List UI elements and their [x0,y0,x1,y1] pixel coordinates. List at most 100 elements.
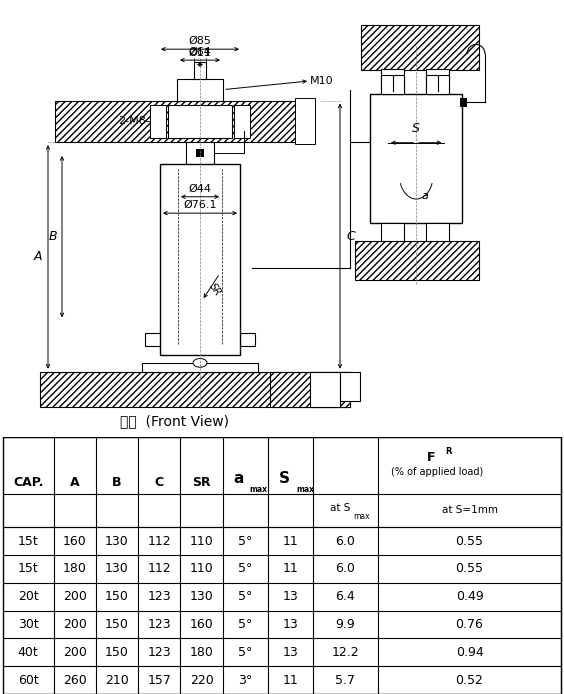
Text: 130: 130 [105,534,129,548]
Text: CAP.: CAP. [13,475,43,489]
Text: 5°: 5° [238,646,253,659]
Bar [381,75,404,94]
Text: Ø85: Ø85 [188,36,212,46]
Text: 210: 210 [105,674,129,686]
Text: M10: M10 [310,76,334,86]
Text: 200: 200 [63,646,87,659]
Text: Ø64: Ø64 [188,46,212,57]
Text: max: max [353,512,369,521]
Text: SR: SR [207,282,223,298]
Bar [381,69,404,91]
Text: 123: 123 [148,646,171,659]
Text: 260: 260 [63,674,87,686]
Text: 6.0: 6.0 [336,562,355,575]
Text: A: A [33,251,42,263]
Text: 180: 180 [63,562,87,575]
Ellipse shape [193,359,207,367]
Bar [370,94,462,223]
Text: 12.2: 12.2 [332,646,359,659]
Bar [142,363,258,372]
Text: 11: 11 [283,674,298,686]
Bar [150,105,166,137]
Text: 30t: 30t [18,618,38,631]
Text: 2-M8: 2-M8 [118,117,146,126]
Bar [145,333,255,346]
Text: C: C [155,475,164,489]
Text: 60t: 60t [18,674,38,686]
Text: 123: 123 [148,590,171,603]
Bar [194,62,206,78]
Text: 5°: 5° [238,534,253,548]
Text: 5°: 5° [238,562,253,575]
Text: 150: 150 [105,590,129,603]
Text: Ø44: Ø44 [188,183,212,194]
Text: 0.55: 0.55 [456,534,483,548]
Text: Ø76.1: Ø76.1 [183,200,217,210]
Text: 110: 110 [190,562,214,575]
Text: 15t: 15t [18,562,38,575]
Text: Ø11: Ø11 [188,48,212,58]
Text: 5°: 5° [238,590,253,603]
Bar [160,164,240,355]
Bar [355,241,479,280]
Text: 150: 150 [105,618,129,631]
Text: 157: 157 [147,674,171,686]
Text: 220: 220 [190,674,214,686]
Text: 5.7: 5.7 [336,674,355,686]
Text: 6.4: 6.4 [336,590,355,603]
Bar [460,98,467,108]
Text: 13: 13 [283,618,298,631]
Bar [426,223,449,242]
Bar [381,223,404,242]
Text: 180: 180 [190,646,214,659]
Text: max: max [249,485,267,494]
Text: F: F [427,451,436,464]
Text: 200: 200 [63,618,87,631]
Bar [55,101,300,142]
Bar [234,105,250,137]
Bar [361,25,479,70]
Text: A: A [70,475,80,489]
Text: S: S [412,121,420,135]
Text: 160: 160 [190,618,214,631]
Bar [180,320,220,333]
Text: 200: 200 [63,590,87,603]
Text: a: a [422,191,429,201]
Bar [310,372,340,407]
Text: 5°: 5° [238,618,253,631]
Bar [270,372,350,407]
Text: R: R [445,447,452,456]
Text: 130: 130 [105,562,129,575]
Text: 20t: 20t [18,590,38,603]
Bar [295,99,315,144]
Text: 0.49: 0.49 [456,590,483,603]
Text: 3°: 3° [238,674,253,686]
Text: 9.9: 9.9 [336,618,355,631]
Text: 0.94: 0.94 [456,646,483,659]
Text: 11: 11 [283,562,298,575]
Text: 160: 160 [63,534,87,548]
Bar [196,149,204,158]
Bar [426,75,449,94]
Text: 123: 123 [148,618,171,631]
Text: 6.0: 6.0 [336,534,355,548]
Text: 13: 13 [283,646,298,659]
Bar [168,105,232,137]
Bar [426,69,449,91]
Text: B: B [49,230,57,243]
Text: B: B [112,475,122,489]
Text: (% of applied load): (% of applied load) [391,467,483,477]
Bar [40,372,350,407]
Text: C: C [346,230,355,243]
Text: 130: 130 [190,590,214,603]
Text: 0.76: 0.76 [456,618,483,631]
Bar [177,78,223,101]
Text: 0.52: 0.52 [456,674,483,686]
Text: S: S [279,471,290,486]
Text: at S=1mm: at S=1mm [442,505,497,516]
Text: 0.55: 0.55 [456,562,483,575]
Text: 112: 112 [148,562,171,575]
Text: max: max [297,485,315,494]
Text: 112: 112 [148,534,171,548]
Bar [340,372,360,401]
